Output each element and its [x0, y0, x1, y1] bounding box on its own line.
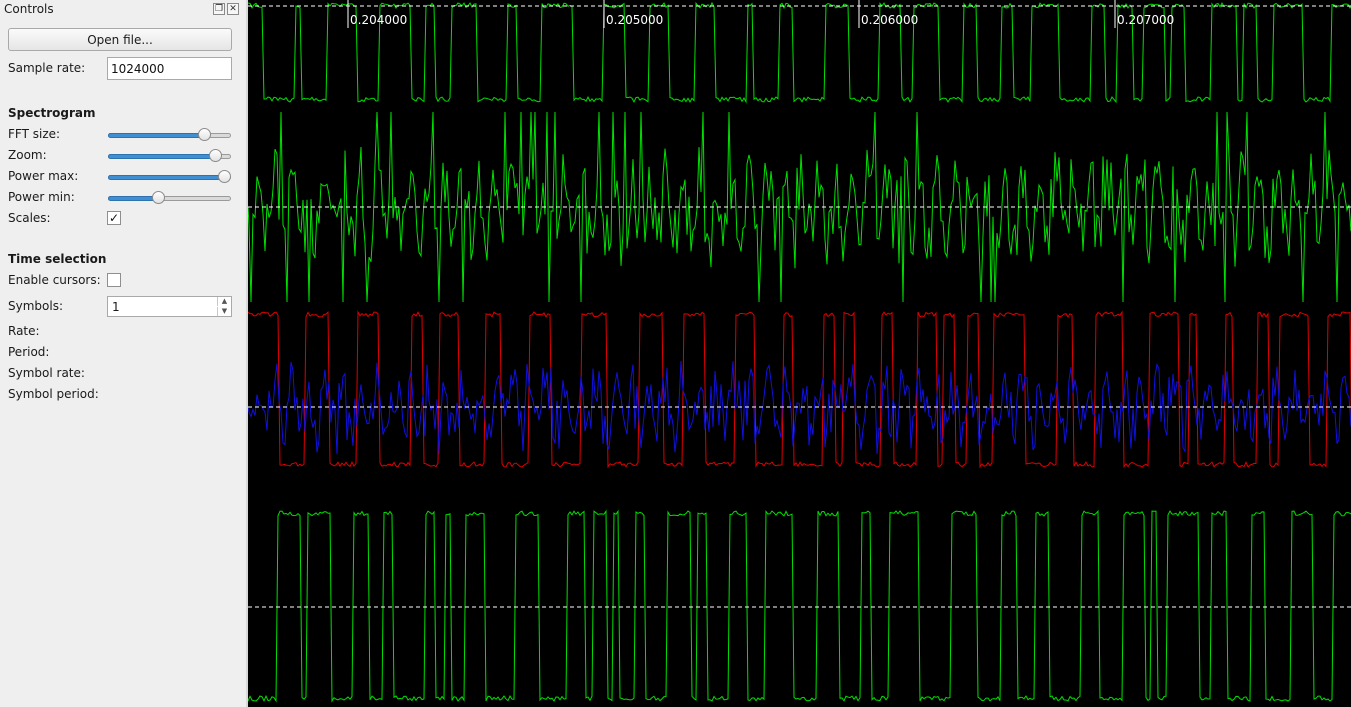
zoom-label: Zoom:	[8, 148, 47, 162]
time-tick-label: 0.204000	[350, 13, 408, 27]
trace-panel-3-blue	[248, 360, 1351, 455]
symbol-rate-label: Symbol rate:	[8, 366, 85, 380]
slider-handle[interactable]	[218, 170, 231, 183]
fft-size-label: FFT size:	[8, 127, 61, 141]
slider-handle[interactable]	[152, 191, 165, 204]
time-selection-heading: Time selection	[8, 252, 107, 266]
rate-label: Rate:	[8, 324, 40, 338]
power-min-slider[interactable]	[108, 191, 231, 205]
dock-title: Controls	[4, 2, 54, 16]
time-tick-label: 0.205000	[606, 13, 664, 27]
power-max-slider[interactable]	[108, 170, 231, 184]
scales-label: Scales:	[8, 211, 51, 225]
symbols-label: Symbols:	[8, 299, 63, 313]
sample-rate-label: Sample rate:	[8, 61, 86, 75]
spin-up-icon[interactable]: ▲	[217, 297, 231, 306]
symbol-period-label: Symbol period:	[8, 387, 99, 401]
enable-cursors-label: Enable cursors:	[8, 273, 101, 287]
float-icon[interactable]: ❐	[213, 3, 225, 15]
symbols-value[interactable]: 1	[112, 300, 120, 314]
slider-handle[interactable]	[198, 128, 211, 141]
time-tick-label: 0.207000	[1117, 13, 1175, 27]
slider-handle[interactable]	[209, 149, 222, 162]
enable-cursors-checkbox[interactable]	[107, 273, 121, 287]
spin-down-icon[interactable]: ▼	[217, 307, 231, 316]
power-min-label: Power min:	[8, 190, 75, 204]
controls-dock: Controls ❐ ✕ Open file... Sample rate: S…	[0, 0, 246, 707]
power-max-label: Power max:	[8, 169, 79, 183]
trace-panel-3-red	[248, 310, 1351, 469]
symbols-spinbox[interactable]: 1 ▲ ▼	[107, 296, 232, 317]
trace-panel-2	[248, 111, 1351, 303]
signal-plot-area[interactable]: 0.204000 0.205000 0.206000 0.207000	[248, 0, 1351, 707]
trace-panel-4	[248, 509, 1351, 703]
dock-splitter[interactable]	[246, 0, 248, 707]
sample-rate-input[interactable]	[107, 57, 232, 80]
signal-traces	[248, 0, 1351, 703]
spectrogram-heading: Spectrogram	[8, 106, 96, 120]
fft-size-slider[interactable]	[108, 128, 231, 142]
trace-panel-1	[248, 1, 1351, 104]
open-file-button[interactable]: Open file...	[8, 28, 232, 51]
zoom-slider[interactable]	[108, 149, 231, 163]
period-label: Period:	[8, 345, 50, 359]
scales-checkbox[interactable]: ✓	[107, 211, 121, 225]
close-icon[interactable]: ✕	[227, 3, 239, 15]
time-tick-label: 0.206000	[861, 13, 919, 27]
